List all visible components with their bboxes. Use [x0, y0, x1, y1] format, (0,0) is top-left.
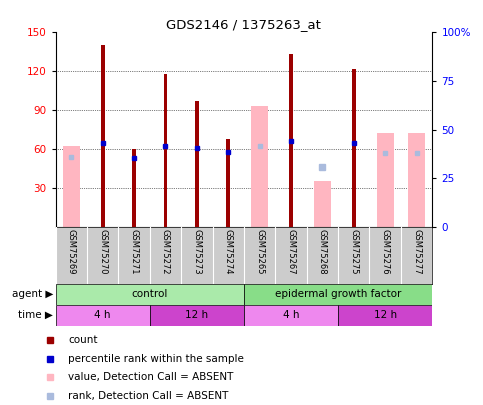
Text: GSM75273: GSM75273 [192, 228, 201, 274]
Bar [251, 106, 268, 227]
Text: GSM75270: GSM75270 [98, 228, 107, 274]
Bar [101, 45, 104, 227]
Bar [377, 134, 394, 227]
Text: 12 h: 12 h [185, 310, 208, 320]
Bar [63, 147, 80, 227]
Bar [227, 139, 230, 227]
Text: GSM75267: GSM75267 [286, 228, 296, 274]
Text: percentile rank within the sample: percentile rank within the sample [68, 354, 244, 364]
Bar [289, 54, 293, 227]
Text: value, Detection Call = ABSENT: value, Detection Call = ABSENT [68, 373, 233, 382]
Text: GSM75274: GSM75274 [224, 228, 233, 274]
Bar [150, 305, 244, 326]
Text: agent ▶: agent ▶ [12, 289, 53, 299]
Text: rank, Detection Call = ABSENT: rank, Detection Call = ABSENT [68, 391, 228, 401]
Bar [244, 305, 338, 326]
Text: GSM75269: GSM75269 [67, 228, 76, 274]
Text: GSM75271: GSM75271 [129, 228, 139, 274]
Text: GSM75276: GSM75276 [381, 228, 390, 274]
Text: 4 h: 4 h [283, 310, 299, 320]
Text: GSM75265: GSM75265 [255, 228, 264, 274]
Text: time ▶: time ▶ [18, 310, 53, 320]
Bar [56, 305, 150, 326]
Text: control: control [131, 289, 168, 299]
Bar [314, 181, 331, 227]
Text: GSM75275: GSM75275 [349, 228, 358, 274]
Text: GSM75272: GSM75272 [161, 228, 170, 274]
Bar [56, 284, 244, 305]
Text: 12 h: 12 h [374, 310, 397, 320]
Bar [408, 134, 425, 227]
Text: count: count [68, 335, 98, 345]
Bar [195, 101, 199, 227]
Text: GSM75268: GSM75268 [318, 228, 327, 274]
Title: GDS2146 / 1375263_at: GDS2146 / 1375263_at [167, 18, 321, 31]
Bar [132, 149, 136, 227]
Bar [352, 69, 355, 227]
Text: GSM75277: GSM75277 [412, 228, 421, 274]
Text: epidermal growth factor: epidermal growth factor [275, 289, 401, 299]
Bar [164, 74, 167, 227]
Bar [244, 284, 432, 305]
Bar [338, 305, 432, 326]
Text: 4 h: 4 h [94, 310, 111, 320]
